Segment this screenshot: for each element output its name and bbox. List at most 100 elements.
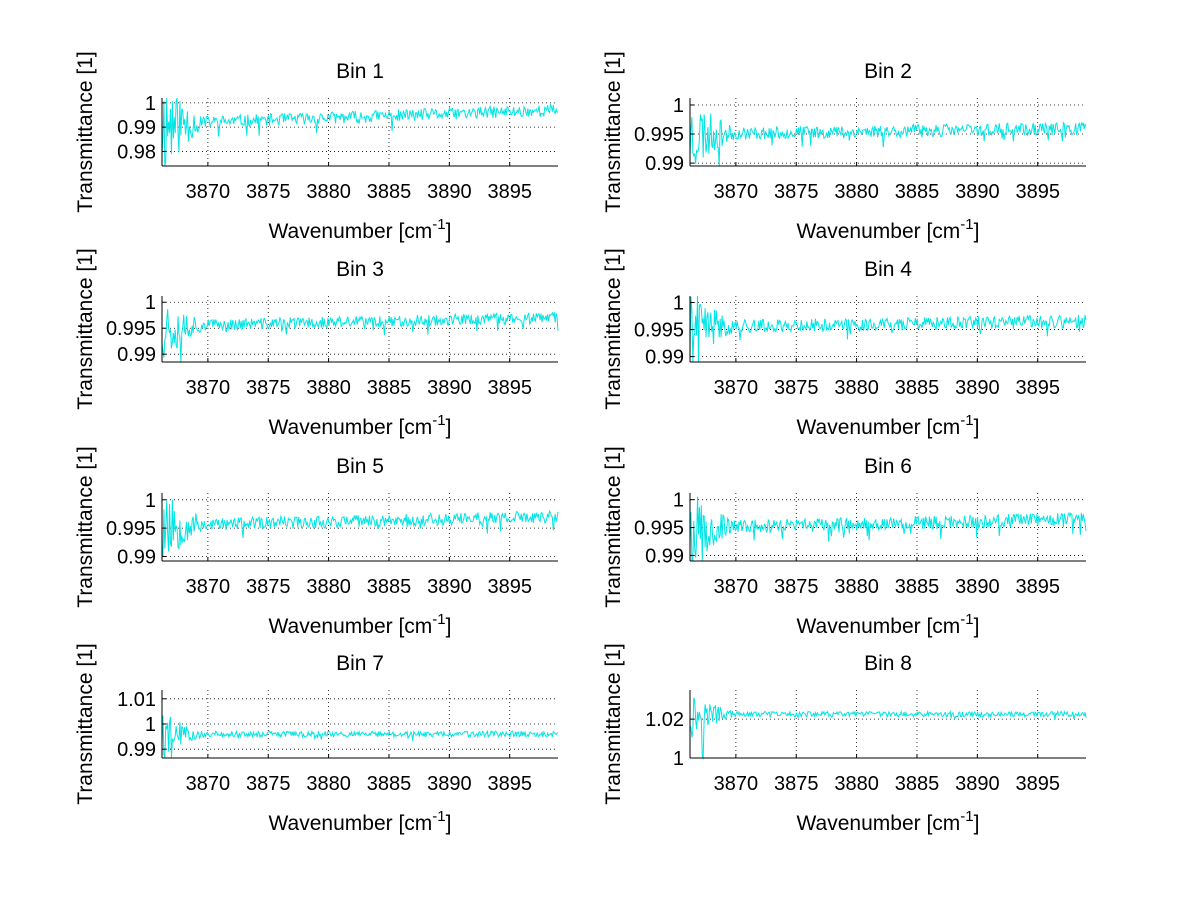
x-tick-label: 3875 xyxy=(774,773,819,795)
x-tick-label: 3870 xyxy=(714,377,759,399)
y-tick-label: 0.995 xyxy=(634,320,684,342)
transmittance-series xyxy=(161,309,559,363)
y-axis-label: Transmittance [1] xyxy=(602,643,625,804)
subplot-title: Bin 6 xyxy=(864,455,912,478)
y-tick-label: 1.01 xyxy=(117,689,156,711)
x-tick-label: 3885 xyxy=(895,377,940,399)
subplot-title: Bin 8 xyxy=(864,652,912,675)
x-axis-label: Wavenumber [cm-1] xyxy=(269,412,452,439)
x-tick-label: 3870 xyxy=(186,377,231,399)
x-tick-label: 3890 xyxy=(427,576,472,598)
x-tick-label: 3870 xyxy=(186,576,231,598)
x-tick-label: 3875 xyxy=(246,181,291,203)
x-tick-label: 3895 xyxy=(1015,181,1060,203)
x-tick-label: 3880 xyxy=(306,773,351,795)
transmittance-series xyxy=(689,113,1087,167)
subplot-title: Bin 7 xyxy=(336,652,384,675)
x-tick-label: 3895 xyxy=(1015,773,1060,795)
x-tick-label: 3890 xyxy=(955,576,1000,598)
x-tick-label: 3885 xyxy=(895,576,940,598)
x-tick-label: 3870 xyxy=(714,181,759,203)
y-tick-label: 1 xyxy=(673,490,684,512)
x-tick-label: 3895 xyxy=(487,377,532,399)
x-tick-label: 3870 xyxy=(714,576,759,598)
y-axis-label: Transmittance [1] xyxy=(602,248,625,409)
x-axis-label: Wavenumber [cm-1] xyxy=(269,808,452,835)
x-tick-label: 3880 xyxy=(306,377,351,399)
subplot-title: Bin 5 xyxy=(336,455,384,478)
x-tick-label: 3880 xyxy=(834,181,879,203)
y-tick-label: 0.995 xyxy=(106,518,156,540)
subplot-6: 3870 3875 3880 3885 3890 3895 0.99 0.995 1 Bin 6 W… xyxy=(602,446,1087,638)
x-tick-label: 3880 xyxy=(834,576,879,598)
x-tick-label: 3895 xyxy=(487,773,532,795)
transmittance-series xyxy=(689,697,1087,760)
x-tick-label: 3870 xyxy=(714,773,759,795)
x-tick-label: 3885 xyxy=(367,181,412,203)
x-axis-label: Wavenumber [cm-1] xyxy=(269,216,452,243)
x-tick-label: 3875 xyxy=(774,576,819,598)
x-tick-label: 3870 xyxy=(186,181,231,203)
y-tick-label: 1 xyxy=(673,95,684,117)
subplot-5: 3870 3875 3880 3885 3890 3895 0.99 0.995 1 Bin 5 W… xyxy=(74,446,559,638)
y-tick-label: 0.995 xyxy=(634,124,684,146)
subplot-7: 3870 3875 3880 3885 3890 3895 0.99 1 1.01 Bin 7 Wa… xyxy=(74,643,559,835)
subplot-title: Bin 2 xyxy=(864,60,912,83)
transmittance-series xyxy=(161,715,559,759)
y-tick-label: 1 xyxy=(673,292,684,314)
y-tick-label: 1 xyxy=(145,714,156,736)
subplot-8: 3870 3875 3880 3885 3890 3895 1 1.02 Bin 8 Wavenu… xyxy=(602,643,1087,835)
x-tick-label: 3895 xyxy=(1015,576,1060,598)
x-axis-label: Wavenumber [cm-1] xyxy=(269,611,452,638)
x-tick-label: 3890 xyxy=(427,377,472,399)
subplot-1: 3870 3875 3880 3885 3890 3895 0.980.991 Bin 1 Wa… xyxy=(74,51,559,243)
x-tick-label: 3895 xyxy=(487,181,532,203)
x-tick-label: 3890 xyxy=(955,181,1000,203)
y-tick-label: 1 xyxy=(673,748,684,770)
x-axis-label: Wavenumber [cm-1] xyxy=(797,611,980,638)
y-tick-label: 0.99 xyxy=(645,153,684,175)
x-tick-label: 3870 xyxy=(186,773,231,795)
y-tick-label: 1 xyxy=(145,292,156,314)
y-axis-label: Transmittance [1] xyxy=(74,446,97,607)
x-tick-label: 3895 xyxy=(1015,377,1060,399)
y-axis-label: Transmittance [1] xyxy=(74,248,97,409)
y-tick-label: 0.99 xyxy=(645,347,684,369)
y-tick-label: 0.995 xyxy=(106,318,156,340)
x-tick-label: 3890 xyxy=(955,773,1000,795)
y-tick-label: 0.99 xyxy=(645,545,684,567)
y-tick-label: 0.99 xyxy=(117,344,156,366)
x-axis-label: Wavenumber [cm-1] xyxy=(797,216,980,243)
y-axis-label: Transmittance [1] xyxy=(74,643,97,804)
transmittance-series xyxy=(689,295,1087,363)
y-tick-label: 1 xyxy=(145,490,156,512)
transmittance-series xyxy=(161,499,559,557)
y-axis-label: Transmittance [1] xyxy=(602,446,625,607)
y-axis-label: Transmittance [1] xyxy=(602,51,625,212)
x-tick-label: 3895 xyxy=(487,576,532,598)
x-tick-label: 3890 xyxy=(427,181,472,203)
x-tick-label: 3875 xyxy=(246,377,291,399)
y-tick-label: 0.99 xyxy=(117,546,156,568)
y-tick-label: 1 xyxy=(145,93,156,115)
x-tick-label: 3880 xyxy=(306,576,351,598)
y-tick-label: 0.995 xyxy=(634,518,684,540)
y-tick-label: 0.99 xyxy=(117,117,156,139)
y-tick-label: 0.99 xyxy=(117,739,156,761)
x-tick-label: 3880 xyxy=(834,773,879,795)
x-tick-label: 3875 xyxy=(246,576,291,598)
x-tick-label: 3885 xyxy=(367,576,412,598)
subplot-4: 3870 3875 3880 3885 3890 3895 0.99 0.995 1 Bin 4 W… xyxy=(602,248,1087,439)
x-tick-label: 3875 xyxy=(774,181,819,203)
subplot-title: Bin 3 xyxy=(336,258,384,281)
x-tick-label: 3880 xyxy=(834,377,879,399)
x-tick-label: 3875 xyxy=(774,377,819,399)
y-tick-label: 0.98 xyxy=(117,141,156,163)
subplot-2: 3870 3875 3880 3885 3890 3895 0.99 0.995 1 Bin 2 W… xyxy=(602,51,1087,243)
x-tick-label: 3885 xyxy=(895,773,940,795)
subplot-3: 3870 3875 3880 3885 3890 3895 0.99 0.995 1 Bin 3 W… xyxy=(74,248,559,439)
subplot-title: Bin 1 xyxy=(336,60,384,83)
subplot-title: Bin 4 xyxy=(864,258,912,281)
x-axis-label: Wavenumber [cm-1] xyxy=(797,412,980,439)
